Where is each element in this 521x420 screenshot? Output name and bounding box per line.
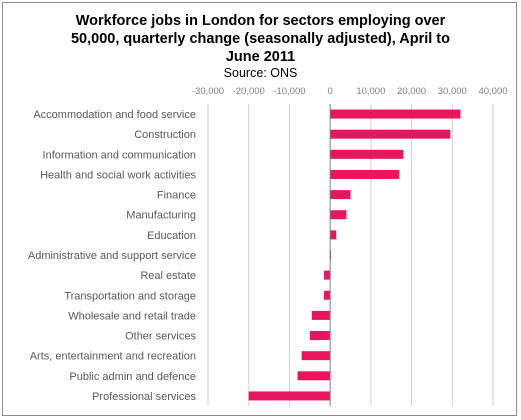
bar: [330, 210, 347, 220]
category-label: Manufacturing: [126, 210, 196, 222]
bar: [311, 310, 331, 320]
category-label: Health and social work activities: [40, 169, 196, 181]
chart-title-line-2: 50,000, quarterly change (seasonally adj…: [70, 31, 450, 47]
x-tick-label: -30,000: [192, 86, 224, 97]
category-label: Professional services: [92, 391, 196, 403]
category-label: Other services: [125, 331, 196, 343]
x-tick-label: 40,000: [478, 86, 507, 97]
bar: [324, 270, 331, 280]
category-label: Accommodation and food service: [33, 109, 196, 121]
bar: [297, 371, 331, 381]
x-tick-label: 10,000: [356, 86, 385, 97]
category-label: Real estate: [140, 270, 196, 282]
bar: [301, 351, 331, 361]
bar: [330, 169, 400, 179]
x-tick-label: -10,000: [273, 86, 305, 97]
chart-title-line-3: June 2011: [225, 49, 296, 65]
category-label: Finance: [157, 190, 196, 202]
category-label: Arts, entertainment and recreation: [30, 351, 196, 363]
bar: [324, 290, 331, 300]
bar: [330, 190, 351, 200]
x-tick-label: 30,000: [438, 86, 467, 97]
x-tick-label: 20,000: [397, 86, 426, 97]
category-label: Construction: [134, 129, 196, 141]
chart-title-line-1: Workforce jobs in London for sectors emp…: [75, 13, 446, 29]
category-label: Public admin and defence: [69, 371, 196, 383]
category-label: Wholesale and retail trade: [68, 310, 196, 322]
bar: [309, 331, 331, 341]
bar: [330, 109, 461, 119]
category-label: Information and communication: [43, 149, 196, 161]
bar: [330, 230, 337, 240]
bar: [330, 149, 404, 159]
category-label: Administrative and support service: [28, 250, 196, 262]
x-tick-label: 0: [327, 86, 332, 97]
category-label: Education: [147, 230, 196, 242]
bar: [248, 391, 331, 401]
bar: [330, 129, 451, 139]
chart-source: Source: ONS: [223, 66, 298, 80]
category-label: Transportation and storage: [64, 290, 196, 302]
x-tick-label: -20,000: [233, 86, 265, 97]
chart-frame: [2, 2, 517, 416]
